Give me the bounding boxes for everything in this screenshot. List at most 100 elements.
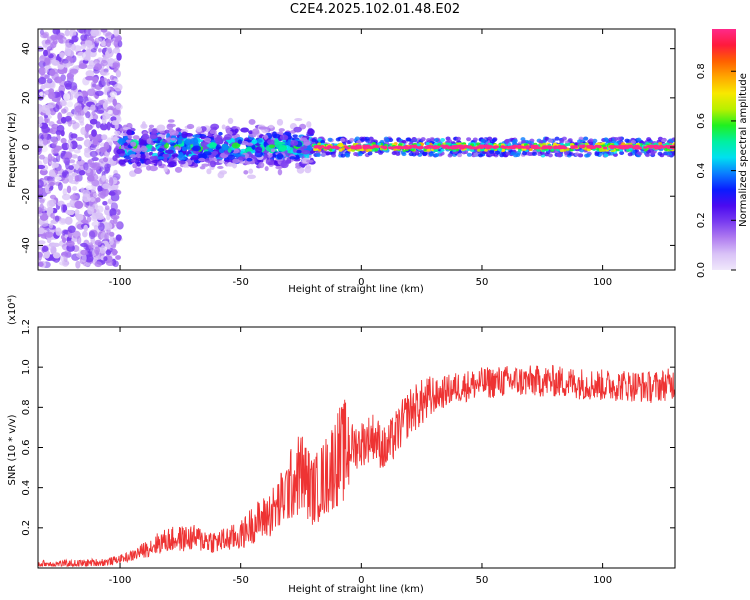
heatmap-cell (61, 59, 69, 64)
heatmap-cell (579, 148, 585, 153)
heatmap-cell (100, 40, 107, 47)
heatmap-cell (637, 146, 642, 150)
heatmap-cell (76, 235, 82, 245)
heatmap-cell (91, 179, 100, 187)
heatmap-cell (109, 91, 118, 98)
heatmap-cell (489, 139, 495, 144)
heatmap-cell (231, 142, 241, 149)
heatmap-cell (91, 221, 100, 227)
heatmap-cell (110, 202, 118, 212)
heatmap-cell (226, 154, 236, 160)
heatmap-cell (624, 138, 630, 143)
heatmap-cell (67, 209, 75, 216)
heatmap-cell (109, 185, 116, 191)
heatmap-cell (508, 145, 513, 149)
heatmap-cell (59, 38, 64, 44)
heatmap-cell (340, 153, 346, 158)
heatmap-cell (47, 101, 56, 109)
heatmap-cell (278, 128, 285, 132)
heatmap-cell (96, 134, 102, 142)
heatmap-cell (40, 32, 49, 39)
heatmap-cell (170, 137, 176, 141)
heatmap-cell (115, 104, 123, 111)
heatmap-cell (232, 158, 240, 164)
heatmap-cell (483, 148, 488, 152)
heatmap-cell (140, 145, 148, 153)
heatmap-cell (67, 119, 77, 125)
heatmap-cell (104, 222, 113, 230)
heatmap-cell (602, 146, 608, 150)
heatmap-cell (112, 47, 121, 54)
heatmap-cell (659, 153, 665, 158)
heatmap-cell (157, 156, 165, 160)
heatmap-cell (61, 237, 67, 243)
heatmap-cell (647, 145, 653, 149)
heatmap-cell (374, 144, 379, 148)
heatmap-cell (40, 222, 49, 227)
heatmap-cell (76, 29, 86, 34)
heatmap-cell (45, 109, 51, 116)
heatmap-cell (184, 138, 193, 146)
heatmap-cell (247, 174, 256, 180)
heatmap-cell (61, 108, 67, 114)
heatmap-cell (384, 138, 390, 143)
heatmap-cell (305, 165, 312, 169)
heatmap-cell (578, 145, 584, 148)
heatmap-cell (57, 32, 65, 38)
heatmap-cell (86, 88, 96, 97)
heatmap-cell (85, 185, 93, 191)
heatmap-cell (48, 91, 55, 100)
heatmap-cell (168, 161, 177, 168)
heatmap-cell (102, 102, 108, 110)
heatmap-cell (225, 159, 235, 163)
heatmap-cell (149, 132, 158, 140)
heatmap-cell (181, 131, 188, 139)
heatmap-cell (603, 137, 609, 142)
heatmap-cell (252, 128, 260, 135)
heatmap-cell (38, 261, 44, 268)
heatmap-cell (276, 152, 284, 160)
heatmap-cell (94, 239, 102, 246)
heatmap-cell (591, 146, 597, 149)
heatmap-cell (43, 49, 48, 57)
heatmap-cell (48, 171, 56, 177)
heatmap-cell (44, 231, 54, 238)
heatmap-cell (108, 80, 117, 85)
heatmap-cell (655, 146, 660, 150)
heatmap-cell (112, 260, 119, 268)
heatmap-cell (43, 250, 51, 259)
heatmap-cell (111, 136, 120, 142)
heatmap-cell (112, 62, 119, 68)
heatmap-y-ticks: -40 -20 0 20 40 (21, 42, 675, 254)
heatmap-cell (106, 121, 111, 131)
heatmap-cell (466, 152, 472, 157)
heatmap-cell (451, 145, 456, 148)
heatmap-x-axis-label: Height of straight line (km) (288, 284, 424, 295)
heatmap-cell (433, 138, 439, 143)
heatmap-cell (478, 153, 484, 158)
heatmap-cell (92, 139, 99, 146)
heatmap-cell (671, 151, 675, 156)
heatmap-cell (306, 159, 314, 163)
heatmap-cell (405, 137, 411, 142)
heatmap-cell (64, 48, 72, 57)
heatmap-cell (294, 118, 303, 122)
heatmap-cell (83, 149, 93, 158)
heatmap-cell (427, 145, 432, 149)
heatmap-cell (88, 242, 94, 250)
heatmap-cell (38, 138, 44, 147)
heatmap-cell (303, 139, 311, 146)
heatmap-cell (38, 154, 45, 160)
heatmap-cell (95, 109, 105, 114)
heatmap-cell (217, 165, 224, 169)
heatmap-cell (38, 179, 44, 189)
heatmap-cell (547, 153, 553, 158)
heatmap-cell (47, 179, 56, 185)
colorbar: 0.0 0.2 0.4 0.6 0.8 Normalized spectral ampl… (696, 29, 749, 278)
heatmap-cell (263, 134, 268, 140)
heatmap-cell (38, 227, 45, 235)
heatmap-cell (77, 51, 86, 59)
heatmap-cell (66, 101, 74, 108)
heatmap-cell (659, 144, 664, 148)
heatmap-cell (69, 82, 78, 91)
